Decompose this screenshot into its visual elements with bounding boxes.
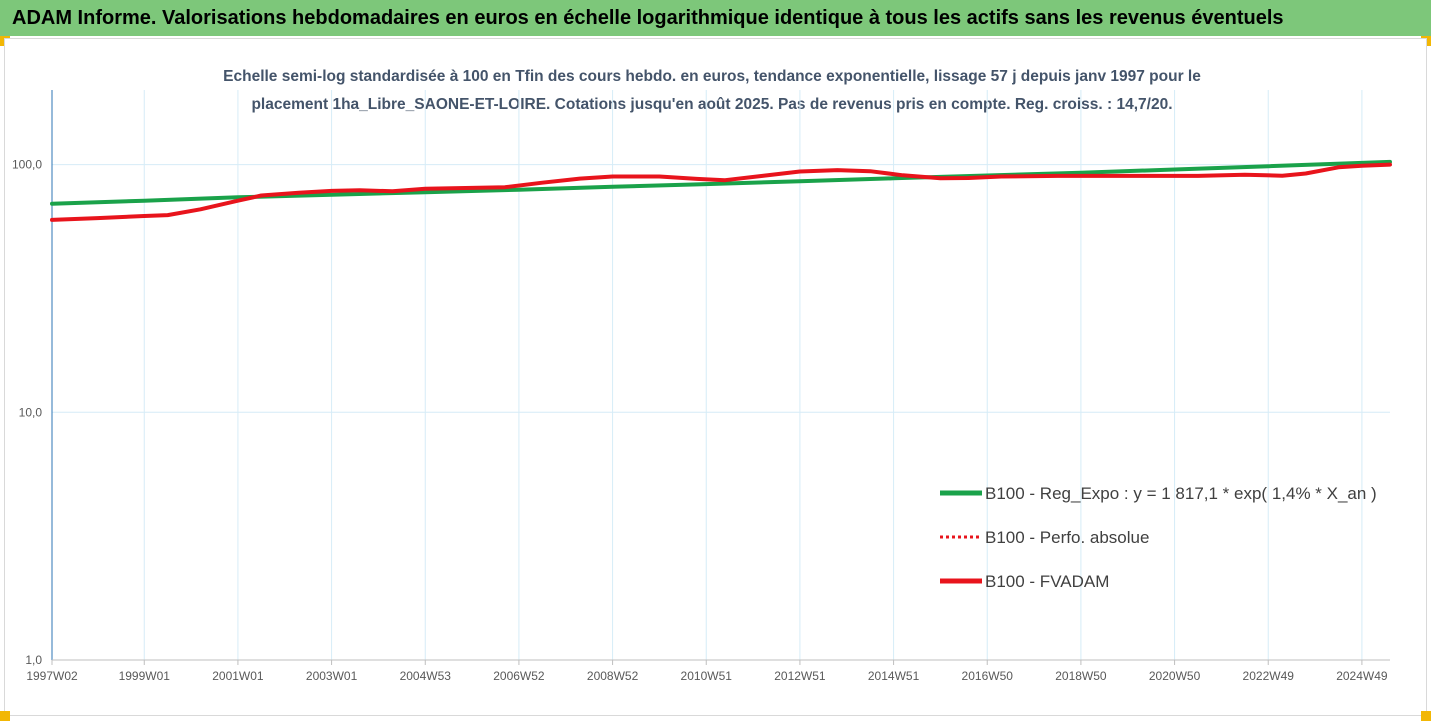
x-tick-label: 2014W51 xyxy=(868,669,920,683)
x-tick-label: 2022W49 xyxy=(1243,669,1295,683)
x-tick-label: 2012W51 xyxy=(774,669,826,683)
series-lines xyxy=(50,159,1392,222)
x-tick-label: 2010W51 xyxy=(681,669,733,683)
x-tick-label: 2020W50 xyxy=(1149,669,1201,683)
series-line-3 xyxy=(50,162,1392,222)
corner-marker-bottom-right xyxy=(1421,711,1431,721)
x-tick-label: 2006W52 xyxy=(493,669,545,683)
chart-frame xyxy=(4,38,1427,716)
x-tick-label: 1999W01 xyxy=(119,669,171,683)
x-tick-label: 2003W01 xyxy=(306,669,358,683)
axes: 1997W02 1999W01 2001W01 2003W01 2004W53 2006W… xyxy=(12,90,1390,683)
legend: B100 - Reg_Expo : y = 1 817,1 * exp( 1,4… xyxy=(940,484,1377,591)
x-tick-label: 2004W53 xyxy=(400,669,452,683)
x-tick-label: 2018W50 xyxy=(1055,669,1107,683)
y-tick-label: 100,0 xyxy=(12,158,42,172)
x-tick-label: 1997W02 xyxy=(26,669,78,683)
legend-label-3: B100 - FVADAM xyxy=(985,572,1109,591)
y-tick-label: 1,0 xyxy=(25,653,42,667)
report-banner-title: ADAM Informe. Valorisations hebdomadaire… xyxy=(0,0,1431,36)
x-tick-label: 2024W49 xyxy=(1336,669,1388,683)
legend-label-1: B100 - Reg_Expo : y = 1 817,1 * exp( 1,4… xyxy=(985,484,1377,503)
x-tick-label: 2001W01 xyxy=(212,669,264,683)
corner-marker-bottom-left xyxy=(0,711,10,721)
x-tick-label: 2016W50 xyxy=(962,669,1014,683)
legend-label-2: B100 - Perfo. absolue xyxy=(985,528,1149,547)
chart-title-line-2: placement 1ha_Libre_SAONE-ET-LOIRE. Cota… xyxy=(251,96,1172,113)
y-tick-label: 10,0 xyxy=(19,405,43,419)
x-tick-label: 2008W52 xyxy=(587,669,639,683)
chart-title-line-1: Echelle semi-log standardisée à 100 en T… xyxy=(223,68,1201,85)
